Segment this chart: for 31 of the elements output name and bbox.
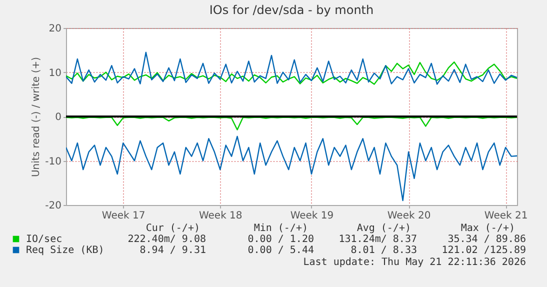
x-tick-label: Week 18 <box>198 210 242 222</box>
text: 131.24m/ 8.37 <box>338 234 417 245</box>
legend-label: IO/sec <box>26 234 62 245</box>
y-tick-label: 10 <box>48 68 62 79</box>
text: 0.00 / 5.44 <box>248 245 314 256</box>
text: 222.40m/ 9.08 <box>128 234 206 245</box>
text: 8.01 / 8.33 <box>350 245 417 256</box>
line-series <box>66 61 517 85</box>
x-tick-label: Week 21 <box>484 210 528 222</box>
line-series <box>66 52 517 85</box>
text: Last update: Thu May 21 22:11:36 2026 <box>303 257 526 268</box>
text: 8.94 / 9.31 <box>140 245 206 256</box>
y-tick-label: -10 <box>45 156 62 168</box>
y-axis-title: Units read (-) / write (+) <box>31 56 42 178</box>
legend-label: Req Size (KB) <box>26 245 104 256</box>
text: Cur (-/+) <box>146 223 200 234</box>
text: Max (-/+) <box>460 223 515 234</box>
x-tick-label: Week 17 <box>102 210 146 222</box>
chart-title: IOs for /dev/sda - by month <box>209 3 374 17</box>
line-series <box>66 116 517 130</box>
text: 121.02 /125.89 <box>442 245 526 256</box>
x-tick-label: Week 19 <box>290 210 334 222</box>
y-tick-label: -20 <box>45 200 62 212</box>
y-tick-label: 0 <box>55 112 62 123</box>
text: 0.00 / 1.20 <box>248 234 314 245</box>
text: Min (-/+) <box>254 223 308 234</box>
x-tick-label: Week 20 <box>387 210 431 222</box>
y-tick-label: 20 <box>48 24 62 34</box>
line-series <box>66 136 517 202</box>
text: Avg (-/+) <box>356 223 411 234</box>
text: 35.34 / 89.86 <box>448 234 526 245</box>
